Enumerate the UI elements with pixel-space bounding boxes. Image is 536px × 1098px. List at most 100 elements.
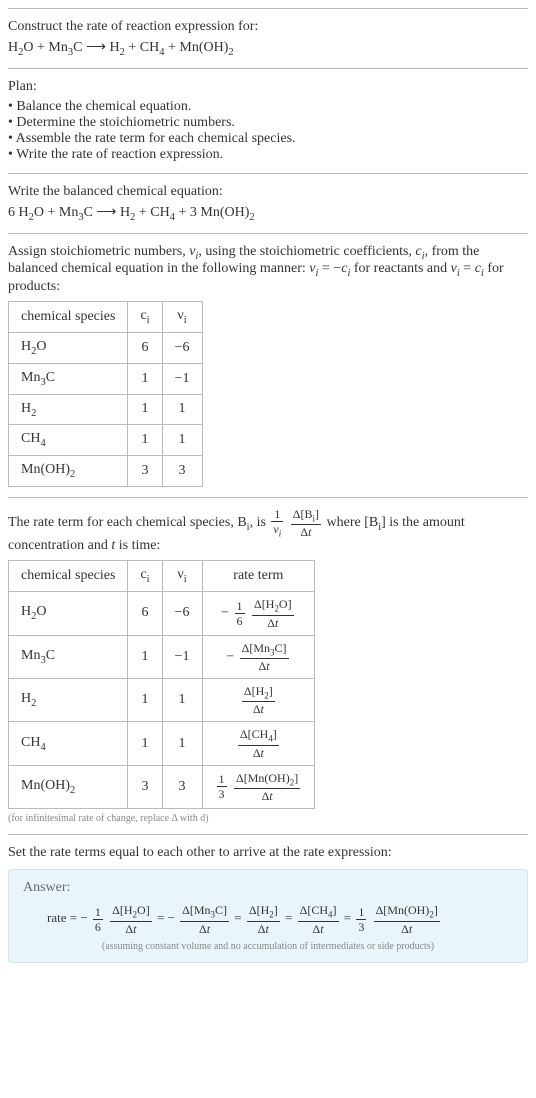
balanced-equation: 6 H2O + Mn3C ⟶ H2 + CH4 + 3 Mn(OH)2 [8,204,528,223]
table-cell: H2O [9,332,128,363]
section-balanced: Write the balanced chemical equation: 6 … [8,173,528,233]
title-text: Construct the rate of reaction expressio… [8,19,528,35]
table-cell: 3 [128,765,162,808]
fraction: 16 [235,600,245,627]
answer-label: Answer: [23,880,513,896]
section-title: Construct the rate of reaction expressio… [8,8,528,68]
table-cell: H2O [9,592,128,635]
table-cell: 6 [128,592,162,635]
fraction: Δ[H2]Δt [242,685,275,715]
table-row: H2O6−6− 16 Δ[H2O]Δt [9,592,315,635]
table-row: H211Δ[H2]Δt [9,678,315,721]
rate-body: H2O6−6− 16 Δ[H2O]ΔtMn3C1−1− Δ[Mn3C]ΔtH21… [9,592,315,809]
table-row: Mn(OH)23313 Δ[Mn(OH)2]Δt [9,765,315,808]
table-row: Mn3C1−1− Δ[Mn3C]Δt [9,635,315,678]
table-cell: 1 [162,678,202,721]
answer-note: (assuming constant volume and no accumul… [23,941,513,952]
table-cell: 1 [128,394,162,425]
table-row: H211 [9,394,203,425]
fraction: Δ[H2O]Δt [110,904,152,934]
table-row: Mn(OH)233 [9,456,203,487]
fraction: Δ[CH4]Δt [238,728,279,758]
rate-intro: The rate term for each chemical species,… [8,508,528,554]
section-set-equal: Set the rate terms equal to each other t… [8,834,528,972]
stoich-header-row: chemical speciesciνi [9,302,203,333]
rate-term-cell: Δ[CH4]Δt [202,722,315,765]
answer-expression: rate = − 16 Δ[H2O]Δt = − Δ[Mn3C]Δt = Δ[H… [47,904,513,934]
fraction: Δ[Mn(OH)2]Δt [374,904,440,934]
table-cell: CH4 [9,425,128,456]
table-cell: 1 [128,635,162,678]
table-cell: −6 [162,592,202,635]
table-cell: 3 [162,456,202,487]
plan-item: Balance the chemical equation. [8,99,528,115]
rate-term-cell: Δ[H2]Δt [202,678,315,721]
fraction: Δ[H2]Δt [247,904,280,934]
plan-label: Plan: [8,79,528,95]
assign-text: Assign stoichiometric numbers, νi, using… [8,244,528,296]
section-stoich: Assign stoichiometric numbers, νi, using… [8,233,528,497]
rate-footnote: (for infinitesimal rate of change, repla… [8,813,528,824]
set-equal-text: Set the rate terms equal to each other t… [8,845,528,861]
table-cell: 1 [128,425,162,456]
table-header: chemical species [9,561,128,592]
answer-box: Answer: rate = − 16 Δ[H2O]Δt = − Δ[Mn3C]… [8,869,528,962]
unbalanced-equation: H2O + Mn3C ⟶ H2 + CH4 + Mn(OH)2 [8,39,528,58]
plan-item: Determine the stoichiometric numbers. [8,115,528,131]
rate-header-row: chemical speciesciνirate term [9,561,315,592]
table-row: CH411 [9,425,203,456]
plan-list: Balance the chemical equation.Determine … [8,99,528,163]
table-row: Mn3C1−1 [9,363,203,394]
rate-term-cell: − 16 Δ[H2O]Δt [202,592,315,635]
table-cell: Mn3C [9,635,128,678]
fraction: Δ[Mn(OH)2]Δt [234,772,300,802]
table-cell: Mn(OH)2 [9,456,128,487]
section-rate: The rate term for each chemical species,… [8,497,528,834]
table-header: ci [128,302,162,333]
plan-item: Write the rate of reaction expression. [8,147,528,163]
table-header: rate term [202,561,315,592]
table-header: ci [128,561,162,592]
frac-den: Δt [291,525,321,538]
table-cell: 3 [128,456,162,487]
table-cell: −1 [162,363,202,394]
table-cell: 1 [162,425,202,456]
table-cell: Mn3C [9,363,128,394]
fraction: 13 [217,773,227,800]
table-cell: CH4 [9,722,128,765]
stoich-body: H2O6−6Mn3C1−1H211CH411Mn(OH)233 [9,332,203,486]
table-header: chemical species [9,302,128,333]
frac-num: 1 [271,508,283,522]
rate-table: chemical speciesciνirate term H2O6−6− 16… [8,560,315,809]
fraction: 16 [93,906,103,933]
fraction: Δ[Mn3C]Δt [240,642,289,672]
table-row: H2O6−6 [9,332,203,363]
table-cell: 1 [128,722,162,765]
table-header: νi [162,302,202,333]
fraction: 13 [356,906,366,933]
rate-intro-coef-frac: 1 νi [271,508,283,538]
table-cell: H2 [9,678,128,721]
rate-term-cell: 13 Δ[Mn(OH)2]Δt [202,765,315,808]
stoich-table: chemical speciesciνi H2O6−6Mn3C1−1H211CH… [8,301,203,487]
plan-item: Assemble the rate term for each chemical… [8,131,528,147]
rate-intro-pre: The rate term for each chemical species,… [8,515,269,530]
table-cell: 1 [162,394,202,425]
rate-intro-delta-frac: Δ[Bi] Δt [291,508,321,538]
table-header: νi [162,561,202,592]
table-cell: 6 [128,332,162,363]
fraction: Δ[Mn3C]Δt [180,904,229,934]
table-cell: 1 [128,363,162,394]
table-cell: −1 [162,635,202,678]
table-cell: 1 [162,722,202,765]
balanced-label: Write the balanced chemical equation: [8,184,528,200]
fraction: Δ[CH4]Δt [298,904,339,934]
table-cell: Mn(OH)2 [9,765,128,808]
frac-num: Δ[Bi] [291,508,321,525]
rate-term-cell: − Δ[Mn3C]Δt [202,635,315,678]
table-cell: −6 [162,332,202,363]
section-plan: Plan: Balance the chemical equation.Dete… [8,68,528,173]
table-cell: 1 [128,678,162,721]
frac-den: νi [271,522,283,538]
fraction: Δ[H2O]Δt [252,598,294,628]
